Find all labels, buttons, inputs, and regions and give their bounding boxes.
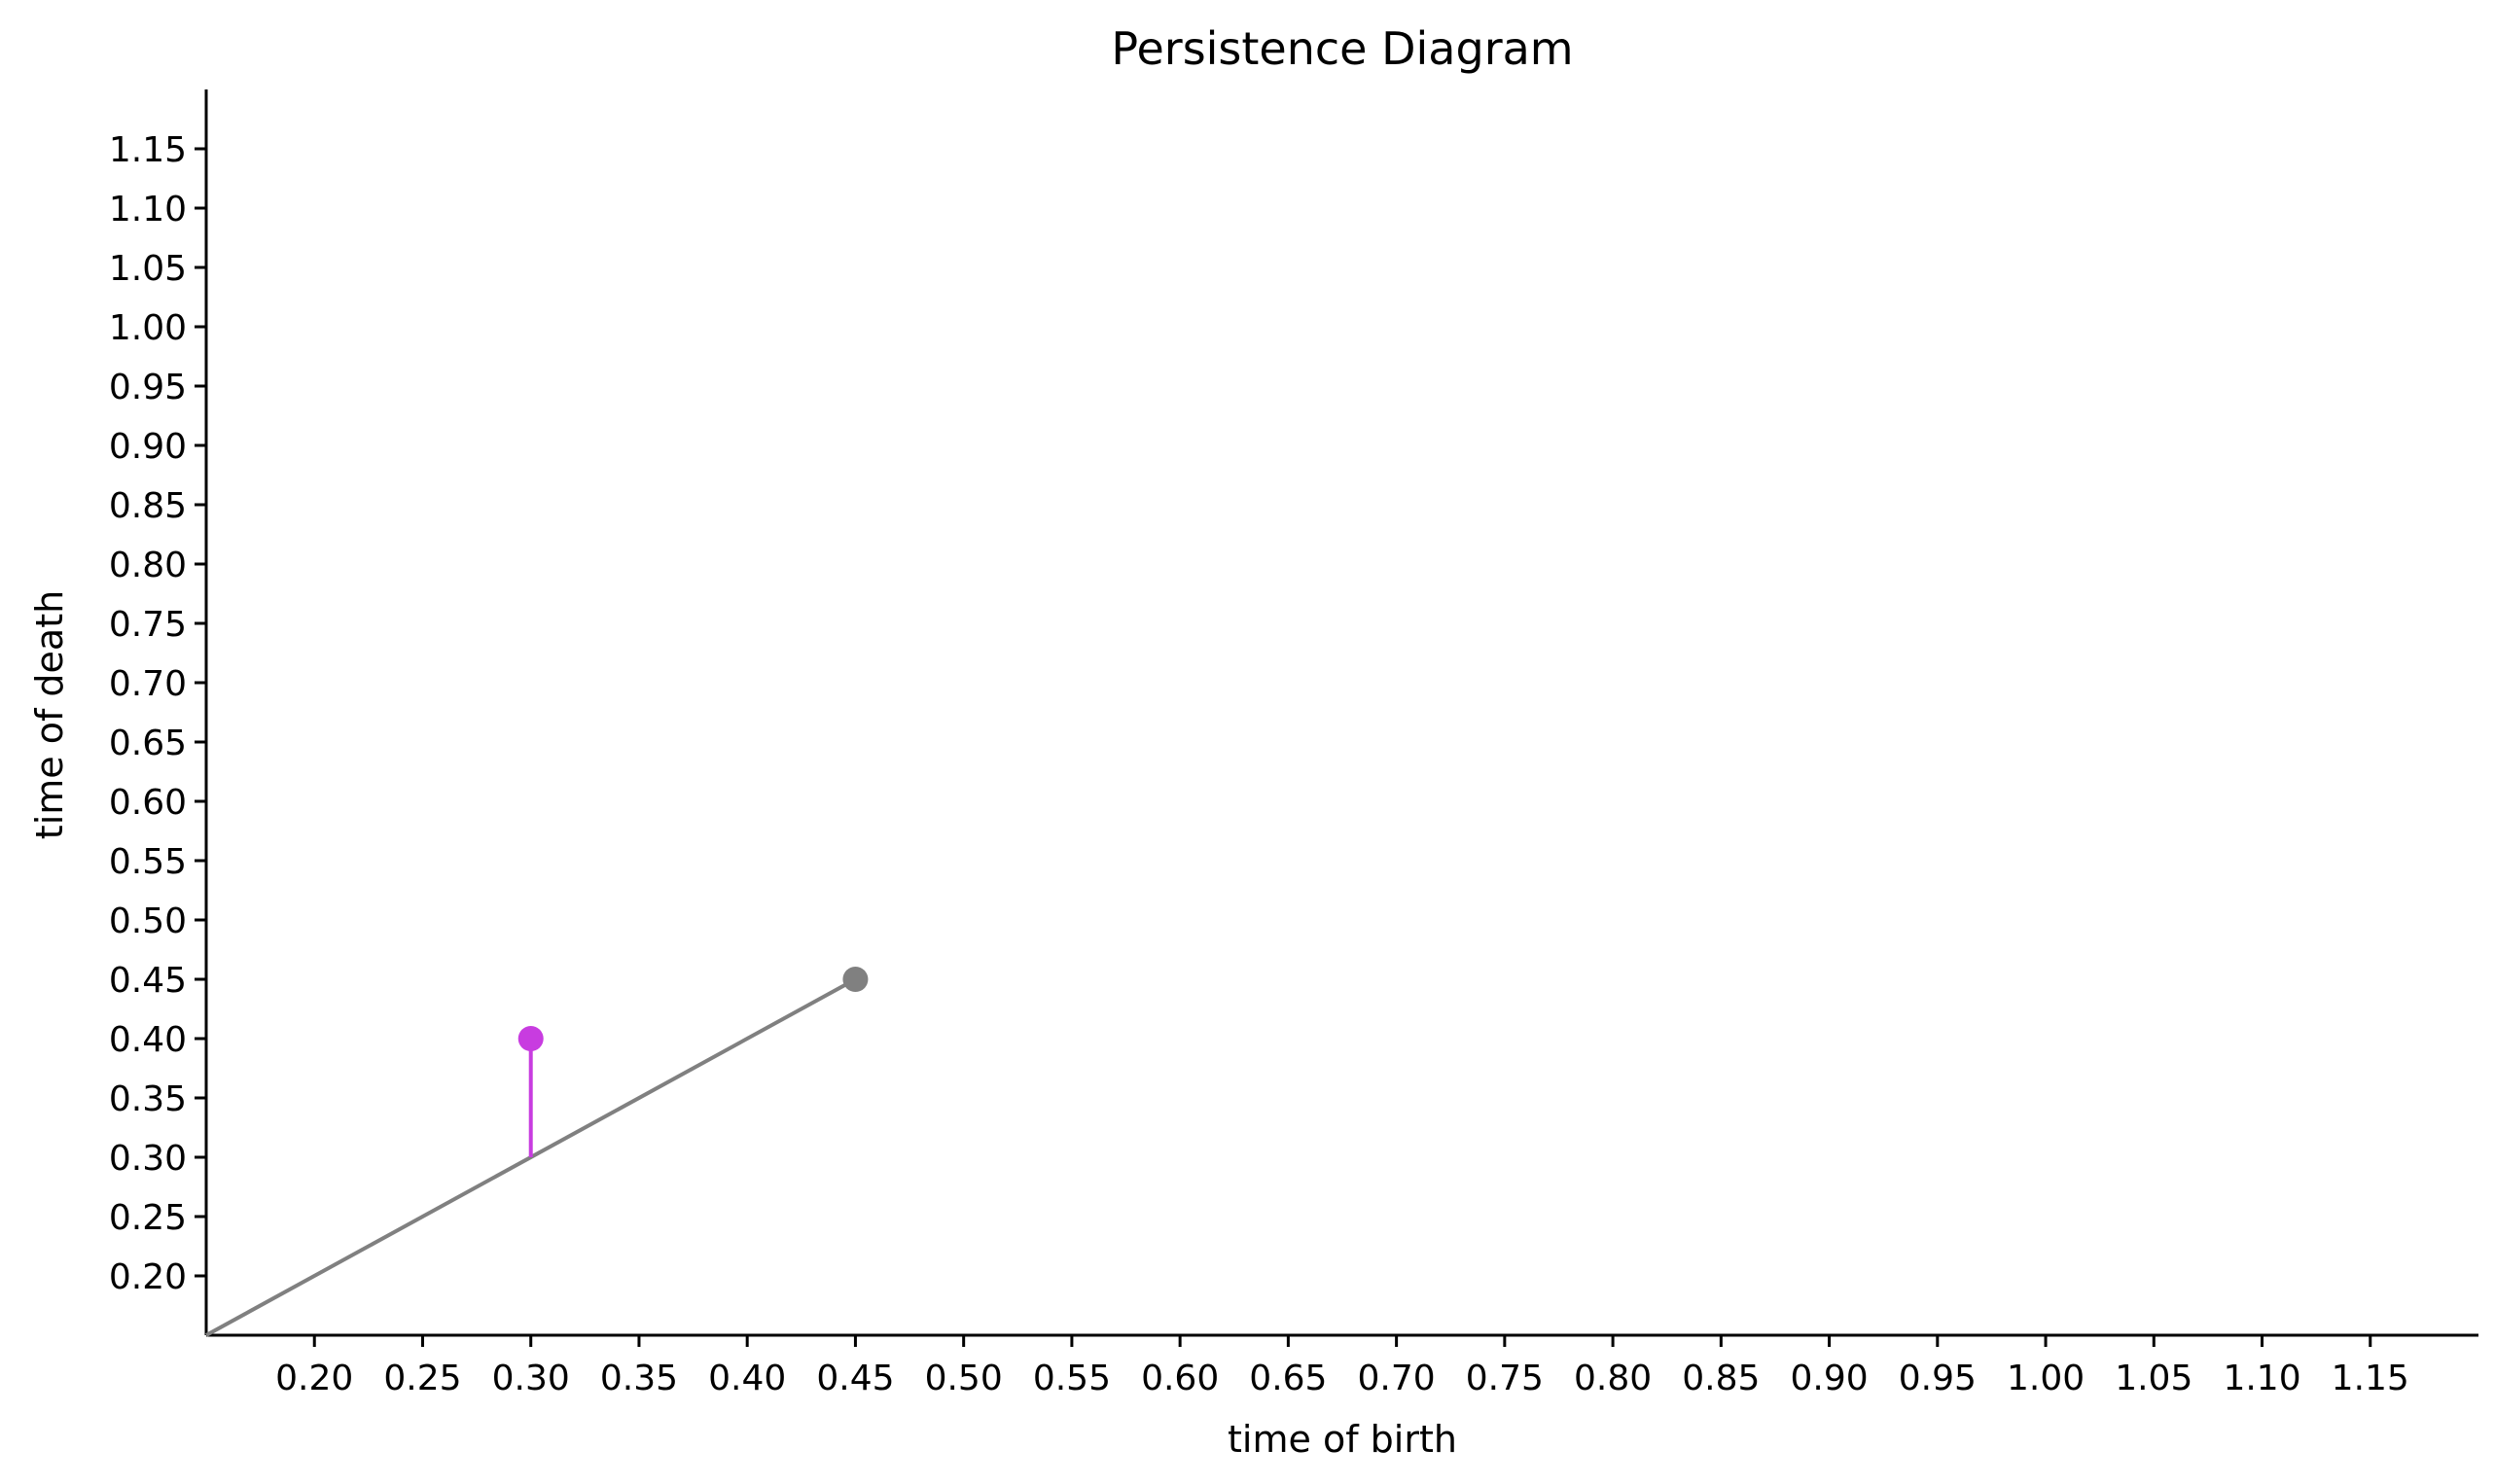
x-tick-label: 0.20 [275,1359,353,1398]
x-tick-label: 0.95 [1899,1359,1977,1398]
x-tick-label: 0.90 [1790,1359,1868,1398]
y-tick-label: 0.55 [109,842,187,882]
y-tick-label: 0.40 [109,1020,187,1060]
x-tick-label: 0.40 [708,1359,786,1398]
y-tick-label: 0.70 [109,664,187,704]
x-tick-label: 0.75 [1466,1359,1544,1398]
y-tick-label: 1.00 [109,308,187,348]
y-tick-label: 0.20 [109,1257,187,1297]
x-tick-label: 0.35 [600,1359,678,1398]
x-axis-ticks: 0.20 0.25 0.30 0.35 0.40 0.45 0.50 0.55 0.60 0.65… [275,1335,2409,1398]
y-tick-label: 0.75 [109,605,187,645]
persistence-point [842,967,869,992]
y-tick-label: 1.15 [109,130,187,170]
x-tick-label: 1.10 [2223,1359,2300,1398]
x-tick-label: 0.85 [1682,1359,1760,1398]
y-tick-label: 0.95 [109,368,187,407]
y-axis-title: time of death [28,590,71,839]
x-tick-label: 0.65 [1249,1359,1327,1398]
x-tick-label: 0.80 [1574,1359,1652,1398]
y-tick-label: 0.60 [109,783,187,823]
y-axis-ticks: 0.20 0.25 0.30 0.35 0.40 0.45 0.50 0.55 0.60 0.65… [109,130,206,1297]
x-tick-label: 0.55 [1033,1359,1111,1398]
persistence-point [517,1026,544,1051]
x-tick-label: 0.50 [925,1359,1003,1398]
x-axis-title: time of birth [1228,1418,1457,1461]
axes: 0.20 0.25 0.30 0.35 0.40 0.45 0.50 0.55 0.60 0.65… [109,89,2478,1398]
y-tick-label: 0.65 [109,724,187,763]
y-tick-label: 0.30 [109,1139,187,1179]
y-tick-label: 0.35 [109,1079,187,1119]
plot-area [205,967,869,1337]
y-tick-label: 1.05 [109,249,187,289]
y-tick-label: 0.50 [109,901,187,941]
x-tick-label: 0.60 [1141,1359,1219,1398]
x-tick-label: 1.00 [2007,1359,2085,1398]
x-tick-label: 0.25 [383,1359,461,1398]
y-tick-label: 0.85 [109,486,187,526]
x-tick-label: 0.30 [492,1359,570,1398]
x-tick-label: 1.05 [2115,1359,2192,1398]
y-tick-label: 1.10 [109,190,187,230]
x-tick-label: 0.70 [1358,1359,1436,1398]
y-tick-label: 0.80 [109,546,187,585]
x-tick-label: 1.15 [2332,1359,2409,1398]
y-tick-label: 0.25 [109,1198,187,1238]
y-tick-label: 0.90 [109,427,187,467]
y-tick-label: 0.45 [109,961,187,1001]
chart-title: Persistence Diagram [1111,22,1573,75]
x-tick-label: 0.45 [816,1359,894,1398]
